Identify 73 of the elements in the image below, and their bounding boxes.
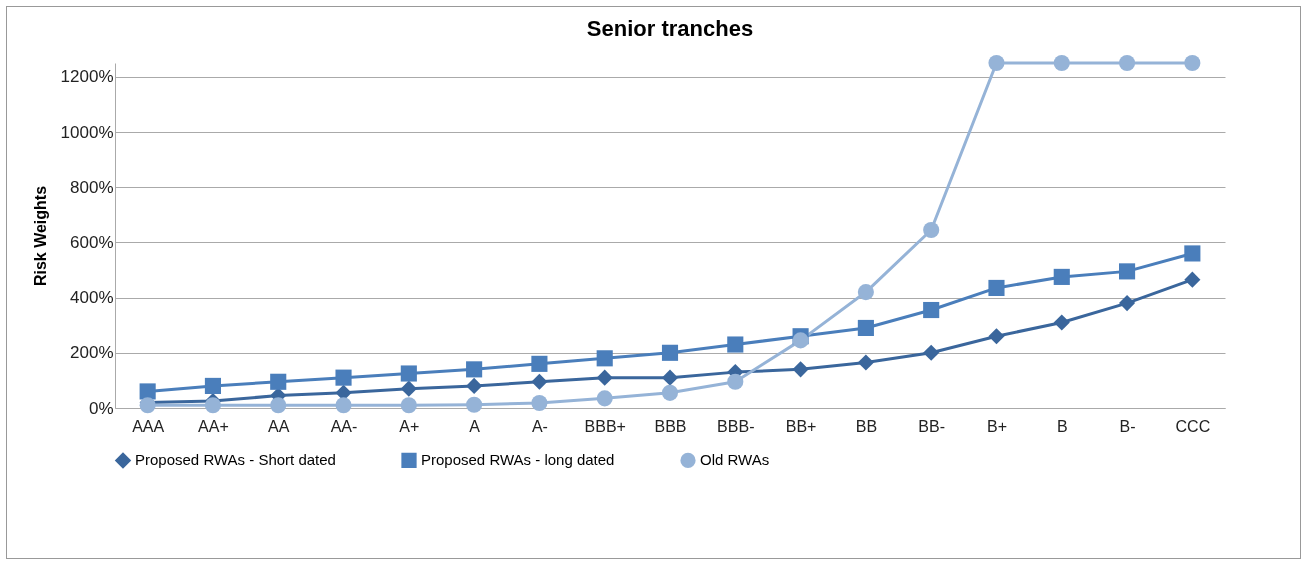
point [270, 373, 287, 390]
point [1119, 263, 1136, 280]
y-tick-label: 600% [70, 232, 114, 252]
point [204, 397, 221, 414]
point [1184, 54, 1201, 72]
point [204, 377, 221, 394]
y-tick-label: 800% [70, 177, 114, 197]
point [531, 355, 548, 372]
point [1053, 314, 1070, 331]
point [466, 377, 483, 394]
point [1053, 54, 1070, 72]
point [596, 350, 613, 367]
point [1119, 54, 1136, 72]
point [596, 369, 613, 386]
point [792, 361, 809, 378]
x-tick-label: BBB+ [584, 417, 626, 435]
point [1119, 295, 1136, 312]
point [792, 332, 809, 349]
point [335, 369, 352, 386]
x-tick-label: BB- [918, 417, 946, 435]
point [988, 328, 1005, 345]
legend-label: Proposed RWAs - long dated [421, 451, 615, 469]
x-tick-label: A- [531, 417, 548, 435]
point [727, 373, 744, 390]
x-tick-label: CCC [1175, 417, 1211, 435]
x-tick-label: A [469, 417, 481, 435]
point [1184, 245, 1201, 262]
x-tick-label: BBB- [717, 417, 755, 435]
legend-label: Old RWAs [700, 451, 770, 469]
point [661, 369, 679, 386]
y-axis-title: Risk Weights [31, 185, 49, 287]
y-tick-label: 200% [70, 343, 114, 363]
point [857, 284, 874, 301]
point [466, 361, 483, 378]
x-tick-label: BB+ [785, 417, 817, 435]
point [923, 301, 940, 319]
point [923, 221, 940, 239]
point [139, 383, 156, 400]
chart-title: Senior tranches [586, 15, 754, 41]
point [466, 396, 483, 413]
point [661, 384, 679, 401]
point [531, 373, 548, 390]
y-tick-label: 0% [88, 398, 114, 418]
point [988, 54, 1005, 72]
point [857, 354, 874, 371]
point [661, 344, 679, 361]
x-tick-label: A+ [399, 417, 420, 435]
point [1053, 268, 1070, 285]
point [400, 380, 417, 397]
y-tick-label: 1200% [60, 67, 114, 87]
point [596, 390, 613, 407]
point [1184, 271, 1201, 288]
point [857, 319, 874, 337]
point [400, 365, 417, 382]
x-tick-label: BB [855, 417, 878, 435]
x-tick-label: B+ [986, 417, 1007, 435]
x-tick-label: B- [1119, 417, 1136, 435]
legend-label: Proposed RWAs - Short dated [135, 451, 336, 469]
x-tick-label: AA [268, 417, 290, 435]
point [335, 397, 352, 414]
x-tick-label: B [1056, 417, 1068, 435]
x-tick-label: AA- [330, 417, 358, 435]
point [400, 397, 417, 414]
point [923, 344, 940, 361]
point [270, 397, 287, 414]
point [727, 336, 744, 353]
x-tick-label: BBB [654, 417, 687, 435]
x-tick-label: AAA [132, 417, 165, 435]
y-tick-label: 1000% [60, 122, 114, 142]
point [531, 394, 548, 412]
y-tick-label: 400% [70, 288, 114, 308]
point [988, 279, 1005, 296]
x-tick-label: AA+ [198, 417, 229, 435]
